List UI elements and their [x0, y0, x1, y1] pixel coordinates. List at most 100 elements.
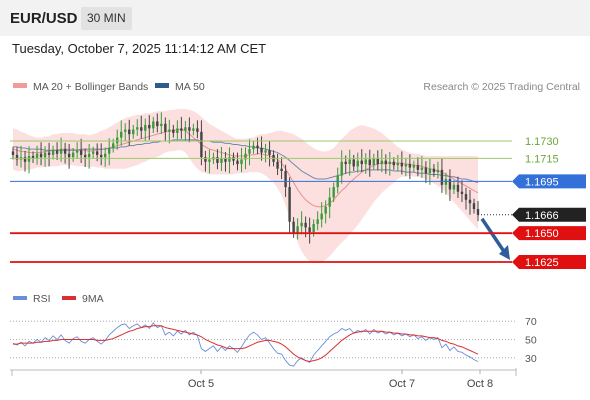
header-bar: EUR/USD 30 MIN	[0, 0, 590, 36]
candle-body	[59, 149, 63, 154]
candle-body	[440, 169, 444, 185]
candle-body	[360, 160, 363, 165]
candle-body	[472, 203, 476, 209]
candle-body	[448, 179, 452, 190]
candle-body	[396, 162, 400, 166]
candle-body	[312, 223, 315, 233]
candle-body	[344, 161, 347, 165]
candle-body	[164, 123, 167, 132]
copyright-label: Research © 2025 Trading Central	[423, 81, 580, 93]
rsi-ma-line	[13, 325, 479, 363]
candle-body	[452, 184, 456, 190]
candle-body	[252, 145, 255, 150]
ma20-legend-swatch	[13, 83, 27, 88]
level-label-1.1715: 1.1715	[525, 153, 559, 165]
candle-body	[424, 167, 428, 174]
candle-body	[376, 158, 379, 165]
candle-body	[35, 153, 39, 159]
candle-body	[71, 152, 75, 158]
x-axis: Oct 5 Oct 7 Oct 8	[10, 368, 517, 390]
candle-body	[232, 157, 235, 161]
candle-body	[352, 159, 355, 167]
candle-body	[83, 154, 87, 158]
ma50-legend-label: MA 50	[175, 81, 205, 93]
candle-body	[308, 227, 311, 233]
candle-body	[368, 159, 371, 166]
candle-body	[384, 160, 388, 165]
candle-body	[428, 168, 432, 174]
candle-body	[300, 222, 303, 227]
candle-body	[444, 179, 448, 185]
candle-body	[156, 121, 159, 127]
candle-body	[168, 129, 171, 132]
symbol-label: EUR/USD	[10, 10, 78, 27]
candle-body	[248, 149, 251, 154]
candle-body	[148, 124, 151, 129]
rsi-level-label: 50	[525, 335, 537, 347]
rsi-line	[12, 322, 479, 367]
level-tag-1.1625	[512, 254, 586, 269]
candle-body	[264, 150, 267, 153]
candle-body	[280, 168, 283, 171]
candle-body	[296, 226, 299, 234]
candle-body	[27, 156, 31, 162]
candle-body	[79, 150, 83, 155]
candle-body	[256, 145, 259, 148]
rsi-legend: RSI 9MA	[13, 293, 104, 305]
rsi-level-label: 70	[525, 316, 537, 328]
candle-body	[43, 152, 47, 158]
candle-body	[260, 147, 263, 153]
level-label-1.1730: 1.1730	[525, 136, 559, 148]
level-label-1.1695: 1.1695	[525, 176, 559, 188]
rsi-panel: 70 50 30	[10, 316, 537, 367]
candle-body	[184, 127, 187, 131]
candle-body	[436, 169, 440, 173]
candle-body	[476, 209, 480, 215]
rsi-level-label: 30	[525, 353, 537, 365]
candle-body	[67, 153, 71, 158]
candle-body	[268, 150, 271, 155]
candle-body	[99, 154, 103, 158]
candle-body	[116, 137, 119, 144]
candle-body	[364, 159, 367, 165]
candle-body	[15, 154, 19, 160]
candle-body	[288, 187, 291, 222]
candle-body	[11, 151, 15, 155]
candle-body	[23, 157, 27, 162]
candle-body	[124, 129, 127, 132]
projection-arrow-shaft	[480, 217, 507, 254]
candle-body	[404, 164, 408, 167]
candle-body	[316, 219, 319, 224]
candle-body	[304, 222, 307, 228]
candle-body	[292, 221, 295, 234]
candle-body	[208, 159, 211, 162]
candle-body	[332, 187, 335, 198]
x-tick-label: Oct 8	[467, 378, 493, 390]
candle-body	[372, 158, 375, 166]
rsi-legend-swatch	[13, 296, 27, 300]
candle-body	[244, 153, 247, 160]
candle-body	[120, 131, 123, 138]
candle-body	[320, 213, 323, 220]
candle-body	[95, 151, 99, 155]
ma50-line	[13, 139, 479, 183]
candle-body	[152, 121, 155, 129]
candle-body	[108, 147, 111, 154]
candle-body	[416, 165, 420, 170]
candle-body	[340, 161, 343, 176]
ma50-legend-swatch	[155, 83, 169, 88]
x-tick-label: Oct 5	[188, 378, 214, 390]
candle-body	[31, 156, 35, 159]
candle-body	[196, 128, 199, 132]
rsi-ma-legend-swatch	[62, 296, 76, 300]
candle-body	[140, 127, 143, 131]
candle-body	[204, 157, 207, 162]
level-tag-1.1695	[512, 174, 586, 189]
candle-body	[220, 158, 223, 163]
x-tick-label: Oct 7	[389, 378, 415, 390]
candle-body	[39, 153, 43, 158]
candle-body	[176, 128, 179, 133]
timeframe-badge[interactable]: 30 MIN	[81, 7, 132, 30]
candle-body	[408, 164, 412, 168]
